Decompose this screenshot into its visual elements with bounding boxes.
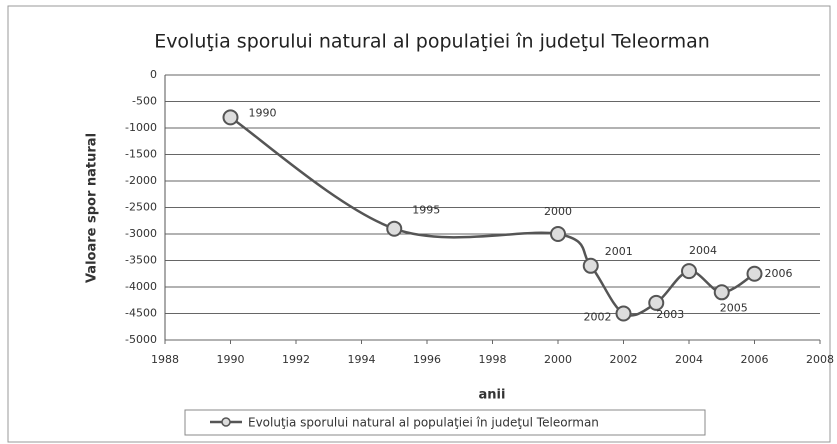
legend-label: Evoluţia sporului natural al populaţiei … — [248, 416, 599, 430]
y-tick-label: -5000 — [125, 333, 157, 346]
x-tick-label: 2008 — [806, 353, 834, 366]
marker — [615, 305, 632, 322]
y-tick-label: -2500 — [125, 201, 157, 214]
y-tick-label: -3500 — [125, 254, 157, 267]
x-tick-label: 1988 — [151, 353, 179, 366]
marker — [713, 284, 730, 301]
legend — [184, 409, 706, 436]
y-tick-label: -500 — [132, 95, 157, 108]
marker — [681, 263, 697, 280]
y-tick-label: -4000 — [125, 280, 157, 293]
data-label: 2005 — [720, 301, 748, 314]
x-tick-label: 1990 — [217, 353, 245, 366]
x-tick-label: 2002 — [610, 353, 638, 366]
marker — [222, 109, 239, 126]
data-label: 2004 — [689, 244, 717, 257]
data-label: 1990 — [249, 106, 277, 119]
x-tick-label: 1998 — [479, 353, 507, 366]
y-axis-label: Valoare spor natural — [85, 133, 100, 283]
x-tick-label: 2006 — [741, 353, 769, 366]
data-label: 1995 — [412, 204, 440, 217]
data-label: 2001 — [605, 245, 633, 258]
y-tick-label: -3000 — [125, 227, 157, 240]
marker — [648, 294, 665, 311]
y-tick-label: -4500 — [125, 307, 157, 320]
marker — [746, 265, 763, 282]
x-tick-label: 1996 — [413, 353, 441, 366]
x-axis-label: anii — [479, 388, 506, 403]
data-label: 2003 — [656, 308, 684, 321]
chart-title: Evoluţia sporului natural al populaţiei … — [154, 31, 710, 53]
legend-marker — [221, 417, 231, 427]
x-tick-label: 2000 — [544, 353, 572, 366]
y-tick-label: -1500 — [125, 148, 157, 161]
marker — [386, 220, 403, 237]
y-tick-label: -1000 — [125, 121, 157, 134]
chart-frame — [7, 5, 831, 443]
x-tick-label: 2004 — [675, 353, 703, 366]
x-tick-label: 1992 — [282, 353, 310, 366]
data-label: 2000 — [544, 205, 572, 218]
x-tick-label: 1994 — [348, 353, 376, 366]
data-label: 2002 — [584, 311, 612, 324]
y-tick-label: -2000 — [125, 174, 157, 187]
data-label: 2006 — [765, 267, 793, 280]
y-tick-label: 0 — [150, 68, 157, 81]
marker — [550, 226, 566, 242]
marker — [582, 257, 599, 274]
